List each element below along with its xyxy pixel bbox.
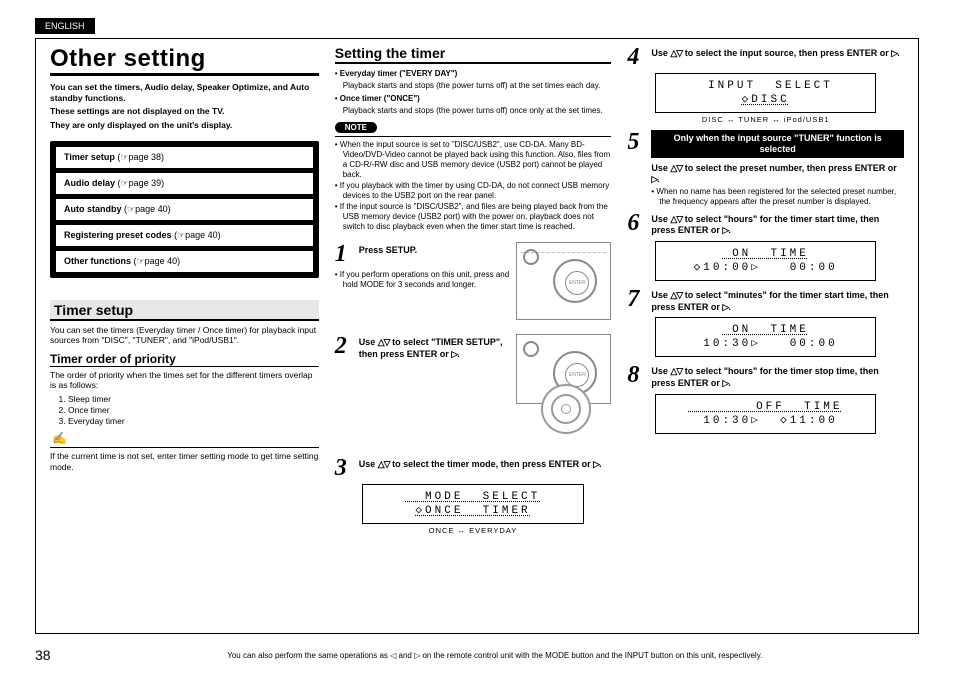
step-3: 3 Use △▽ to select the timer mode, then … [335, 456, 612, 480]
page-frame: Other setting You can set the timers, Au… [35, 38, 919, 634]
once-timer-label: Once timer ("ONCE") [335, 94, 612, 104]
display-input-sub: DISC ↔ TUNER ↔ iPod/USB1 [627, 115, 904, 124]
step-num-5: 5 [627, 130, 645, 154]
toc-item-audio-delay[interactable]: Audio delay (☞page 39) [56, 173, 313, 194]
display-mode-select: MODE SELECT ◇ONCE TIMER [362, 484, 583, 524]
everyday-timer-label: Everyday timer ("EVERY DAY") [335, 69, 612, 79]
step-num-8: 8 [627, 363, 645, 387]
toc-item-other[interactable]: Other functions (☞page 40) [56, 251, 313, 272]
step-4: 4 Use △▽ to select the input source, the… [627, 45, 904, 69]
toc-item-timer[interactable]: Timer setup (☞page 38) [56, 147, 313, 168]
toc-item-auto-standby[interactable]: Auto standby (☞page 40) [56, 199, 313, 220]
note-label: NOTE [335, 122, 377, 133]
page-footer: 38 You can also perform the same operati… [35, 647, 919, 663]
step-4-text: Use △▽ to select the input source, then … [651, 45, 904, 60]
column-right: 4 Use △▽ to select the input source, the… [627, 45, 904, 627]
page-title: Other setting [50, 45, 319, 76]
step-num-1: 1 [335, 242, 353, 266]
everyday-timer-desc: Playback starts and stops (the power tur… [335, 81, 612, 91]
step-num-3: 3 [335, 456, 353, 480]
display-on-time-min: ON TIME 10:30▷ 00:00 [655, 317, 876, 357]
step-1: 1 Press SETUP. [335, 242, 511, 266]
step-num-7: 7 [627, 287, 645, 311]
toc-item-preset-codes[interactable]: Registering preset codes (☞page 40) [56, 225, 313, 246]
step-6: 6 Use △▽ to select "hours" for the timer… [627, 211, 904, 237]
page-number: 38 [35, 647, 51, 663]
step-2: 2 Use △▽ to select "TIMER SETUP", then p… [335, 334, 511, 360]
intro-line: They are only displayed on the unit's di… [50, 120, 319, 131]
footer-text: You can also perform the same operations… [71, 651, 919, 660]
column-left: Other setting You can set the timers, Au… [50, 45, 319, 627]
step-num-4: 4 [627, 45, 645, 69]
step-8-text: Use △▽ to select "hours" for the timer s… [651, 363, 904, 389]
tuner-banner: Only when the input source "TUNER" funct… [651, 130, 904, 158]
display-input-select: INPUT SELECT ◇DISC [655, 73, 876, 113]
display-on-time-hours: ON TIME ◇10:00▷ 00:00 [655, 241, 876, 281]
step-2-text: Use △▽ to select "TIMER SETUP", then pre… [359, 334, 511, 360]
step-1-title: Press SETUP. [359, 245, 417, 255]
once-timer-desc: Playback starts and stops (the power tur… [335, 106, 612, 116]
timer-order-list: Sleep timer Once timer Everyday timer [50, 394, 319, 426]
timer-current-time-note: If the current time is not set, enter ti… [50, 451, 319, 472]
display-off-time: OFF TIME 10:30▷ ◇11:00 [655, 394, 876, 434]
display-mode-sub: ONCE ↔ EVERYDAY [335, 526, 612, 535]
step-5-text: Use △▽ to select the preset number, then… [627, 163, 904, 185]
step-3-text: Use △▽ to select the timer mode, then pr… [359, 456, 612, 471]
timer-setup-desc: You can set the timers (Everyday timer /… [50, 325, 319, 346]
step-7: 7 Use △▽ to select "minutes" for the tim… [627, 287, 904, 313]
language-label: ENGLISH [35, 18, 95, 34]
note-list: When the input source is set to "DISC/US… [335, 140, 612, 232]
timer-order-title: Timer order of priority [50, 352, 319, 367]
step-num-2: 2 [335, 334, 353, 358]
intro-line: These settings are not displayed on the … [50, 106, 319, 117]
step-8: 8 Use △▽ to select "hours" for the timer… [627, 363, 904, 389]
timer-setup-title: Timer setup [50, 300, 319, 321]
column-middle: Setting the timer Everyday timer ("EVERY… [335, 45, 612, 627]
step-5-head: 5 Only when the input source "TUNER" fun… [627, 130, 904, 161]
device-illustration: ENTER [516, 242, 611, 320]
step-7-text: Use △▽ to select "minutes" for the timer… [651, 287, 904, 313]
hand-icon: ✍ [52, 431, 319, 445]
step-num-6: 6 [627, 211, 645, 235]
step-6-text: Use △▽ to select "hours" for the timer s… [651, 211, 904, 237]
setting-timer-title: Setting the timer [335, 45, 612, 64]
toc-box: Timer setup (☞page 38) Audio delay (☞pag… [50, 141, 319, 278]
timer-order-desc: The order of priority when the times set… [50, 370, 319, 391]
intro-line: You can set the timers, Audio delay, Spe… [50, 82, 319, 103]
step-5-note: When no name has been registered for the… [627, 187, 904, 207]
